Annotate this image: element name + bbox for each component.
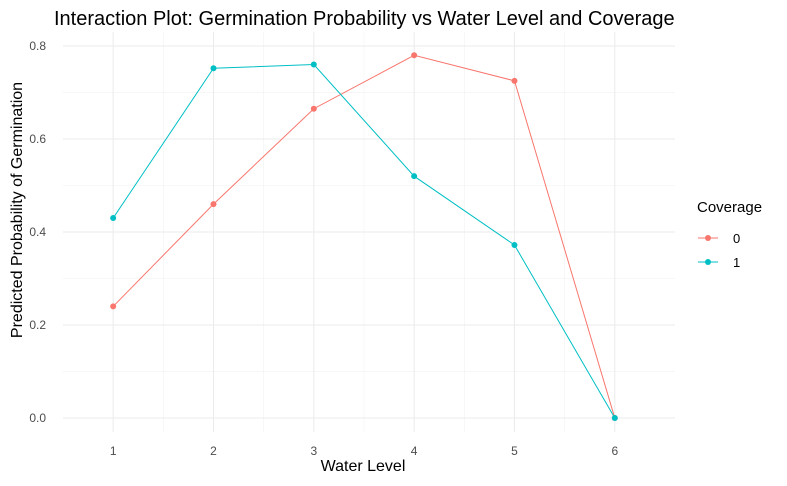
series-line-1: [112, 64, 616, 419]
legend-key-point: [705, 235, 711, 241]
data-point-series-1: [110, 215, 117, 222]
legend-title: Coverage: [697, 199, 763, 216]
x-tick-label: 3: [310, 444, 317, 458]
y-tick-label: 0.0: [29, 411, 46, 425]
y-tick-label: 0.8: [29, 39, 46, 53]
data-point-series-1: [511, 242, 518, 249]
data-point-series-1: [611, 415, 618, 422]
legend-key-point: [705, 259, 711, 265]
y-tick-label: 0.4: [29, 225, 46, 239]
legend-entry-label: 0: [733, 231, 740, 246]
x-tick-label: 1: [110, 444, 117, 458]
data-point-series-1: [310, 61, 317, 68]
legend-entry-label: 1: [733, 255, 740, 270]
y-tick-label: 0.6: [29, 132, 46, 146]
x-tick-label: 6: [611, 444, 618, 458]
x-tick-label: 2: [210, 444, 217, 458]
x-axis-label: Water Level: [320, 458, 406, 475]
data-point-series-0: [411, 52, 418, 59]
data-point-series-0: [110, 303, 117, 310]
data-point-series-1: [210, 65, 217, 72]
data-point-series-0: [310, 105, 317, 112]
data-point-series-0: [210, 201, 217, 208]
x-tick-label: 4: [411, 444, 418, 458]
series-line-0: [112, 54, 616, 419]
chart-title: Interaction Plot: Germination Probabilit…: [54, 8, 675, 30]
x-tick-label: 5: [511, 444, 518, 458]
data-point-series-1: [411, 173, 418, 180]
y-tick-label: 0.2: [29, 318, 46, 332]
data-point-series-0: [511, 77, 518, 84]
